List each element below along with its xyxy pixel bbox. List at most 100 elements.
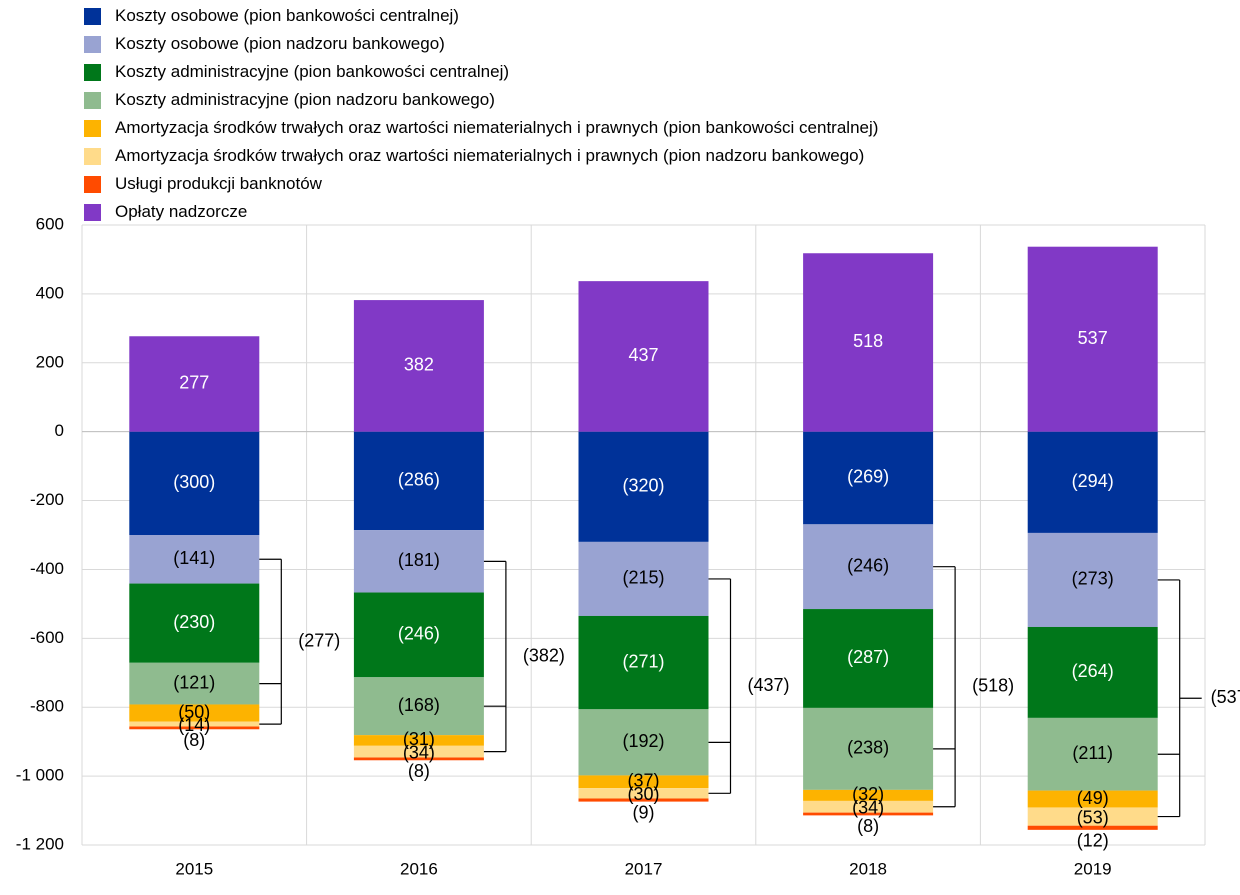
bar-segment xyxy=(803,707,934,790)
bar-segment xyxy=(803,800,934,813)
bar-segment xyxy=(129,336,260,432)
bar-segment xyxy=(1027,807,1158,826)
bar-segment xyxy=(578,798,709,802)
data-label: (246) xyxy=(847,555,889,575)
data-label: (34) xyxy=(403,742,435,762)
bracket-total-label: (518) xyxy=(972,675,1014,695)
bar-segment xyxy=(1027,717,1158,791)
bracket-total-label: (277) xyxy=(298,630,340,650)
data-label: (287) xyxy=(847,647,889,667)
legend-label: Opłaty nadzorcze xyxy=(115,202,248,221)
bar-segment xyxy=(353,735,484,746)
data-label: (49) xyxy=(1077,788,1109,808)
data-label: 537 xyxy=(1078,328,1108,348)
data-label: 382 xyxy=(404,355,434,375)
bar-segment xyxy=(803,524,934,610)
bar-segment xyxy=(353,745,484,758)
data-label: (271) xyxy=(622,651,664,671)
legend-swatch xyxy=(84,7,101,25)
data-label: (8) xyxy=(857,816,879,836)
data-label: (12) xyxy=(1077,831,1109,851)
bar-segment xyxy=(129,726,260,730)
legend-label: Usługi produkcji banknotów xyxy=(115,174,322,193)
bar-segment xyxy=(129,704,260,722)
y-tick-label: 600 xyxy=(36,214,64,233)
data-label: (50) xyxy=(178,702,210,722)
bar-segment xyxy=(578,775,709,789)
bar-segment xyxy=(803,431,934,525)
bar-segment xyxy=(129,721,260,727)
legend-label: Amortyzacja środków trwałych oraz wartoś… xyxy=(115,118,879,137)
data-label: (192) xyxy=(622,731,664,751)
data-label: (294) xyxy=(1072,471,1114,491)
data-label: 437 xyxy=(628,345,658,365)
data-label: (320) xyxy=(622,476,664,496)
data-label: (181) xyxy=(398,550,440,570)
data-label: (8) xyxy=(408,761,430,781)
legend-swatch xyxy=(84,119,101,137)
y-tick-label: 200 xyxy=(36,352,64,371)
data-label: (215) xyxy=(622,568,664,588)
legend-item: Amortyzacja środków trwałych oraz wartoś… xyxy=(84,114,878,142)
data-label: (30) xyxy=(627,784,659,804)
y-tick-label: 400 xyxy=(36,283,64,302)
bracket-total-label: (537) xyxy=(1211,687,1240,707)
bar-segment xyxy=(578,788,709,799)
data-label: (211) xyxy=(1072,743,1113,763)
legend-item: Amortyzacja środków trwałych oraz wartoś… xyxy=(84,142,878,170)
y-tick-label: -1 000 xyxy=(16,766,64,785)
legend-item: Usługi produkcji banknotów xyxy=(84,170,878,198)
legend-item: Koszty osobowe (pion bankowości centraln… xyxy=(84,2,878,30)
x-tick-label: 2015 xyxy=(175,859,213,878)
bar-segment xyxy=(803,812,934,816)
bar-segment xyxy=(578,709,709,776)
bar-segment xyxy=(803,609,934,708)
x-tick-label: 2018 xyxy=(849,859,887,878)
data-label: (14) xyxy=(178,715,210,735)
bar-segment xyxy=(1027,246,1158,432)
chart-legend: Koszty osobowe (pion bankowości centraln… xyxy=(84,2,878,226)
legend-item: Opłaty nadzorcze xyxy=(84,198,878,226)
legend-swatch xyxy=(84,203,101,221)
legend-item: Koszty osobowe (pion nadzoru bankowego) xyxy=(84,30,878,58)
data-label: (246) xyxy=(398,624,440,644)
legend-label: Amortyzacja środków trwałych oraz wartoś… xyxy=(115,146,865,165)
data-label: (9) xyxy=(633,802,655,822)
bar-segment xyxy=(353,530,484,593)
bar-segment xyxy=(1027,790,1158,808)
bar-segment xyxy=(1027,532,1158,627)
legend-label: Koszty osobowe (pion bankowości centraln… xyxy=(115,6,459,25)
bar-segment xyxy=(1027,431,1158,533)
bar-segment xyxy=(353,677,484,736)
legend-swatch xyxy=(84,35,101,53)
bar-segment xyxy=(353,431,484,531)
y-tick-label: -200 xyxy=(30,490,64,509)
data-label: (32) xyxy=(852,784,884,804)
data-label: 518 xyxy=(853,331,883,351)
x-tick-label: 2019 xyxy=(1074,859,1112,878)
x-tick-label: 2017 xyxy=(625,859,663,878)
bar-segment xyxy=(129,431,260,535)
data-label: (230) xyxy=(173,612,215,632)
bar-segment xyxy=(353,757,484,761)
data-label: 277 xyxy=(179,373,209,393)
y-tick-label: -1 200 xyxy=(16,834,64,853)
y-tick-label: 0 xyxy=(55,421,64,440)
legend-swatch xyxy=(84,63,101,81)
legend-swatch xyxy=(84,175,101,193)
data-label: (53) xyxy=(1077,807,1109,827)
bar-segment xyxy=(1027,626,1158,718)
bar-segment xyxy=(578,281,709,432)
bar-segment xyxy=(578,431,709,542)
data-label: (37) xyxy=(627,771,659,791)
bar-segment xyxy=(1027,825,1158,830)
bracket-total-label: (437) xyxy=(747,675,789,695)
bar-segment xyxy=(803,789,934,801)
x-tick-label: 2016 xyxy=(400,859,438,878)
bar-segment xyxy=(578,541,709,616)
legend-item: Koszty administracyjne (pion bankowości … xyxy=(84,58,878,86)
legend-label: Koszty administracyjne (pion nadzoru ban… xyxy=(115,90,495,109)
bracket-total-label: (382) xyxy=(523,645,565,665)
data-label: (141) xyxy=(173,548,215,568)
